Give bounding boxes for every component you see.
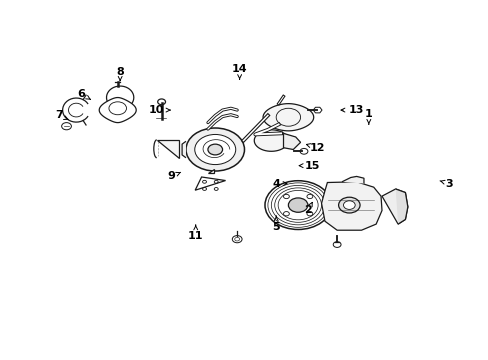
PathPatch shape [182,141,185,158]
PathPatch shape [68,103,83,117]
Circle shape [338,197,359,213]
PathPatch shape [395,189,407,224]
Circle shape [61,123,71,130]
PathPatch shape [62,98,88,122]
PathPatch shape [283,134,300,149]
Text: 15: 15 [299,161,320,171]
Circle shape [306,194,312,199]
Text: 5: 5 [272,216,280,231]
Circle shape [194,134,235,165]
Text: 8: 8 [116,67,124,81]
Circle shape [232,235,242,243]
PathPatch shape [99,98,136,123]
Text: 6: 6 [77,89,90,99]
Circle shape [264,181,330,229]
Text: 2: 2 [304,202,312,216]
Circle shape [306,212,312,216]
Text: 14: 14 [231,64,247,80]
Text: 3: 3 [439,179,452,189]
Text: 4: 4 [272,179,286,189]
PathPatch shape [321,182,381,230]
Circle shape [288,198,307,212]
PathPatch shape [157,140,178,158]
Text: 9: 9 [167,171,180,181]
Text: 10: 10 [149,105,170,115]
Text: 12: 12 [306,143,325,153]
PathPatch shape [207,169,214,173]
Text: 11: 11 [187,225,203,240]
Circle shape [343,201,354,210]
Circle shape [283,212,289,216]
Text: 1: 1 [364,109,372,124]
Circle shape [185,128,244,171]
Circle shape [283,194,289,199]
Polygon shape [313,107,322,113]
PathPatch shape [195,177,225,190]
Circle shape [158,99,165,105]
PathPatch shape [254,130,288,151]
Circle shape [207,144,222,155]
Text: 7: 7 [55,111,68,121]
PathPatch shape [106,86,134,109]
PathPatch shape [263,104,313,131]
Text: 13: 13 [340,105,364,115]
Circle shape [332,242,340,247]
PathPatch shape [341,176,363,184]
PathPatch shape [381,189,407,224]
Circle shape [300,148,307,154]
